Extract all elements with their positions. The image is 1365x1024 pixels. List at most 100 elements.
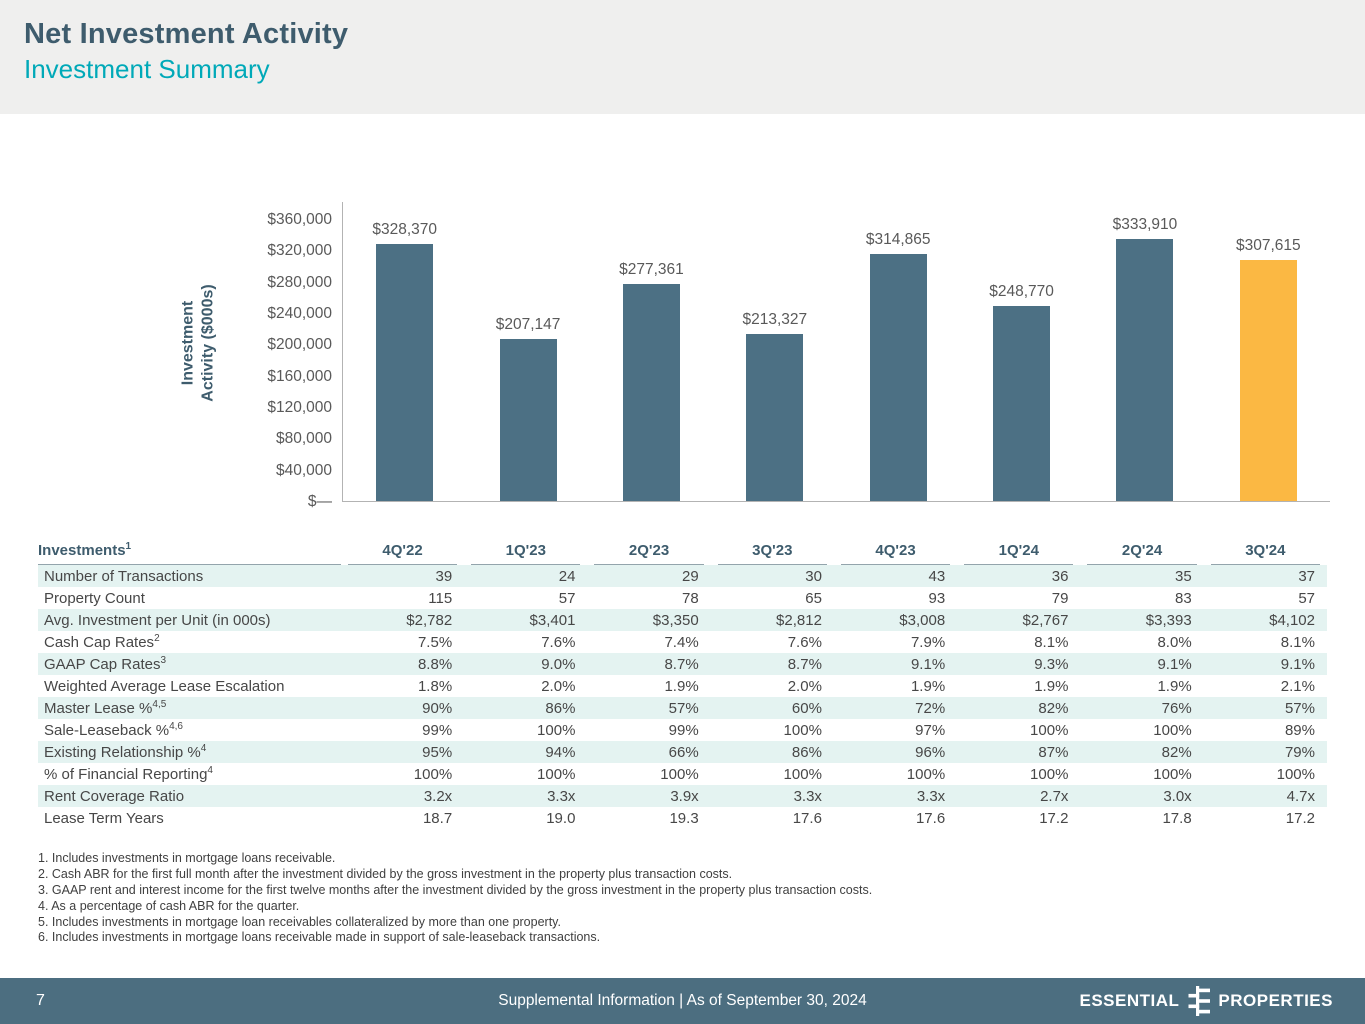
row-value: 30	[805, 567, 822, 585]
row-value: 115	[428, 589, 453, 607]
bar	[869, 254, 927, 501]
row-value: 3.2x	[423, 787, 453, 805]
bar-slot-4Q'23: $314,865	[837, 202, 960, 501]
row-value: 8.0%	[1157, 633, 1192, 651]
table-row: GAAP Cap Rates3 8.8% 9.0% 8.7% 8.7% 9.1% 9.3% 9…	[38, 653, 1327, 675]
row-value: 1.9%	[910, 677, 946, 695]
bar	[499, 339, 557, 501]
row-value: 100%	[1276, 765, 1315, 783]
row-value: $3,008	[899, 611, 946, 629]
company-brand: ESSENTIAL PROPERTIES	[1080, 986, 1334, 1016]
row-value: 100%	[783, 721, 822, 739]
row-value: 100%	[1153, 721, 1192, 739]
y-axis-tick-label: $360,000	[267, 211, 332, 228]
row-value: 1.9%	[664, 677, 699, 695]
row-value: 7.6%	[787, 633, 822, 651]
chart-bars: $328,370 $207,147 $277,361 $213,327 $314,865…	[343, 202, 1330, 501]
row-label: Property Count	[44, 589, 145, 607]
row-label: Avg. Investment per Unit (in 000s)	[44, 611, 271, 629]
row-value: 90%	[422, 699, 453, 717]
row-value: 76%	[1161, 699, 1192, 717]
footnote: 5. Includes investments in mortgage loan…	[38, 914, 561, 929]
row-value: 97%	[915, 721, 946, 739]
row-value: 3.0x	[1163, 787, 1192, 805]
row-value: 2.7x	[1040, 787, 1069, 805]
footnote: 1. Includes investments in mortgage loan…	[38, 851, 336, 865]
row-value: $3,393	[1145, 611, 1192, 629]
row-value: 100%	[1030, 765, 1069, 783]
bar-slot-2Q'23: $277,361	[590, 202, 713, 501]
row-value: 8.8%	[417, 655, 453, 673]
row-value: 57	[558, 589, 576, 607]
row-value: 2.1%	[1280, 677, 1315, 695]
bar-value-label: $333,910	[1112, 216, 1178, 233]
row-value: 100%	[537, 721, 576, 739]
row-value: 83	[1174, 589, 1192, 607]
row-value: 17.2	[1039, 809, 1069, 827]
row-value: 8.1%	[1034, 633, 1069, 651]
row-value: 78	[681, 589, 699, 607]
row-value: $4,102	[1269, 611, 1315, 629]
bar-value-label: $207,147	[495, 316, 561, 333]
row-value: 19.0	[546, 809, 576, 827]
row-value: $3,350	[652, 611, 699, 629]
row-value: 79%	[1284, 743, 1315, 761]
investments-table-head: Investments1 4Q'22 1Q'23 2Q'23 3Q'23 4Q'23 1Q'…	[38, 542, 1327, 565]
row-value: 79	[1051, 589, 1069, 607]
column-header-2Q'24: 2Q'24	[1080, 542, 1203, 565]
table-row: Avg. Investment per Unit (in 000s) $2,782…	[38, 609, 1327, 631]
row-value: 18.7	[422, 809, 453, 827]
table-row: Weighted Average Lease Escalation 1.8% 2.0…	[38, 675, 1327, 697]
slide-header: Net Investment Activity Investment Summa…	[0, 0, 1365, 114]
table-row: Sale-Leaseback %4,6 99% 100% 99% 100% 97% 100%…	[38, 719, 1327, 741]
row-value: 100%	[906, 765, 946, 783]
row-value: 100%	[660, 765, 699, 783]
row-value: 37	[1298, 567, 1315, 585]
column-header-1Q'24: 1Q'24	[957, 542, 1080, 565]
row-value: 86%	[791, 743, 822, 761]
row-value: 99%	[422, 721, 453, 739]
row-value: 57%	[668, 699, 699, 717]
table-row: % of Financial Reporting4 100% 100% 100% 100…	[38, 763, 1327, 785]
row-value: 43	[928, 567, 946, 585]
row-value: 3.3x	[793, 787, 822, 805]
row-value: 3.3x	[916, 787, 946, 805]
y-axis-title-text: Investment Activity ($000s)	[180, 284, 218, 402]
row-value: 29	[681, 567, 699, 585]
row-value: 8.7%	[664, 655, 699, 673]
table-row: Cash Cap Rates2 7.5% 7.6% 7.4% 7.6% 7.9% 8.1% 8…	[38, 631, 1327, 653]
y-axis-tick-label: $280,000	[267, 273, 332, 291]
bar-slot-3Q'23: $213,327	[713, 202, 836, 501]
y-axis-tick-label: $320,000	[267, 242, 332, 260]
table-header-row: Investments1 4Q'22 1Q'23 2Q'23 3Q'23 4Q'23 1Q'…	[38, 542, 1327, 565]
y-axis-tick-label: $80,000	[275, 430, 332, 448]
footer-center-text: Supplemental Information | As of Septemb…	[498, 992, 867, 1009]
y-axis-tick-label: $200,000	[267, 336, 332, 354]
table-row: Number of Transactions 39 24 29 30 43 36 35 37	[38, 565, 1327, 587]
bar-slot-2Q'24: $333,910	[1083, 202, 1206, 501]
row-value: 2.0%	[541, 677, 576, 695]
row-label: Weighted Average Lease Escalation	[44, 677, 285, 695]
table-row: Existing Relationship %4 95% 94% 66% 86% 96% 8…	[38, 741, 1327, 763]
table-row: Rent Coverage Ratio 3.2x 3.3x 3.9x 3.3x 3.3x 2…	[38, 785, 1327, 807]
column-header-1Q'23: 1Q'23	[464, 542, 587, 565]
investments-table-section: Investments1 4Q'22 1Q'23 2Q'23 3Q'23 4Q'23 1Q'…	[38, 542, 1327, 829]
row-value: 9.1%	[1157, 655, 1192, 673]
table-row: Lease Term Years 18.7 19.0 19.3 17.6 17.6 17.2…	[38, 807, 1327, 829]
slide-footer: 7 Supplemental Information | As of Septe…	[0, 978, 1365, 1024]
row-label: Rent Coverage Ratio	[44, 787, 185, 805]
row-value: 99%	[668, 721, 699, 739]
row-value: 86%	[545, 699, 576, 717]
row-value: 65	[805, 589, 822, 607]
row-value: 1.9%	[1157, 677, 1192, 695]
row-value: 89%	[1284, 721, 1315, 739]
investments-table-body: Number of Transactions 39 24 29 30 43 36 35 37 Pr…	[38, 565, 1327, 829]
y-axis-tick-label: $40,000	[275, 461, 332, 479]
row-value: 1.9%	[1034, 677, 1069, 695]
bar-value-label: $213,327	[742, 311, 808, 328]
y-axis-tick-label: $120,000	[267, 399, 332, 416]
row-value: 8.7%	[787, 655, 822, 673]
column-header-3Q'24: 3Q'24	[1204, 542, 1327, 565]
row-value: 95%	[422, 743, 453, 761]
row-value: 39	[435, 567, 453, 585]
